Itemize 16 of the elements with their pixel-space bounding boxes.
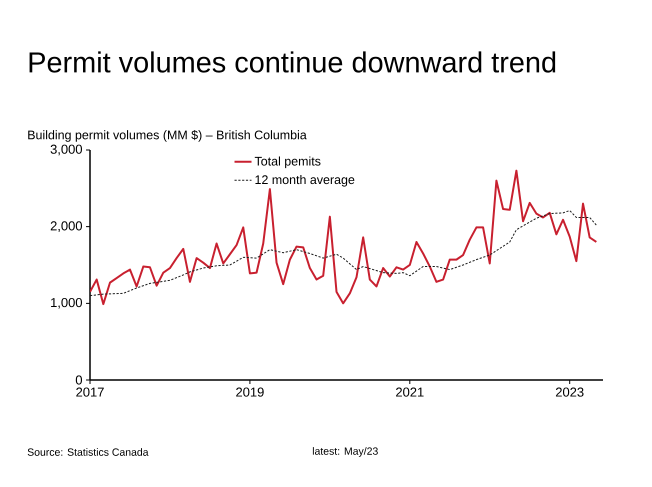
x-tick-label: 2023 <box>556 388 584 397</box>
line-series <box>90 170 598 306</box>
x-tick-label: 2019 <box>236 388 264 397</box>
x-tick-label: 2021 <box>396 388 424 397</box>
y-tick-label: 3,000 <box>50 144 82 156</box>
text: latest: May/23 <box>312 447 378 457</box>
legend-label: 12 month average <box>255 174 354 187</box>
legend-label: Total pemits <box>254 156 320 168</box>
x-tick-label: 2017 <box>76 388 104 397</box>
line-series <box>90 210 597 296</box>
y-tick-label: 2,000 <box>50 221 82 232</box>
y-axis-title: Building permit volumes (MM $) – British Columbia <box>28 130 307 142</box>
y-tick-label: 1,000 <box>51 298 82 309</box>
chart-title: Permit volumes continue downward trend <box>30 51 556 73</box>
y-tick-label: 0 <box>76 375 82 385</box>
source-note: Source: Statistics Canada <box>28 448 149 456</box>
